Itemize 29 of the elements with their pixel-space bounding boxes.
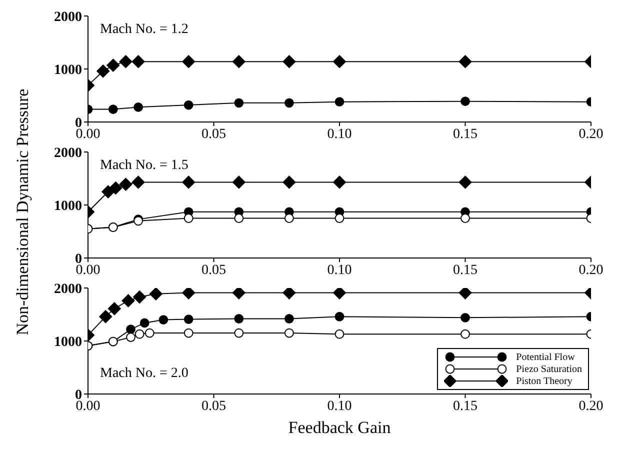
y-tick-label: 1000 xyxy=(54,62,82,78)
legend-label: Potential Flow xyxy=(516,352,575,362)
annotation: Mach No. = 1.2 xyxy=(100,22,188,38)
legend-label: Piston Theory xyxy=(516,376,572,386)
x-tick-label: 0.20 xyxy=(578,262,604,278)
y-tick-label: 1000 xyxy=(54,334,82,350)
x-tick-label: 0.20 xyxy=(578,398,604,414)
x-tick-label: 0.10 xyxy=(327,126,352,142)
x-axis-title: Feedback Gain xyxy=(287,418,392,438)
x-tick-label: 0.00 xyxy=(76,398,100,414)
x-tick-label: 0.10 xyxy=(327,262,352,278)
x-tick-label: 0.15 xyxy=(453,398,478,414)
annotation: Mach No. = 2.0 xyxy=(100,366,188,382)
x-tick-label: 0.15 xyxy=(453,262,478,278)
x-tick-label: 0.05 xyxy=(202,126,226,142)
x-tick-label: 0.00 xyxy=(76,262,100,278)
x-tick-label: 0.15 xyxy=(453,126,478,142)
y-tick-label: 2000 xyxy=(54,10,82,25)
y-tick-label: 1000 xyxy=(54,198,82,214)
y-tick-label: 2000 xyxy=(54,282,82,297)
y-axis-title: Non-dimensional Dynamic Pressure xyxy=(13,88,33,336)
x-tick-label: 0.05 xyxy=(202,398,226,414)
x-tick-label: 0.05 xyxy=(202,262,226,278)
y-tick-label: 2000 xyxy=(54,146,82,161)
x-tick-label: 0.20 xyxy=(578,126,604,142)
x-tick-label: 0.10 xyxy=(327,398,352,414)
legend-label: Piezo Saturation xyxy=(516,364,582,374)
x-tick-label: 0.00 xyxy=(76,126,100,142)
annotation: Mach No. = 1.5 xyxy=(100,158,188,174)
